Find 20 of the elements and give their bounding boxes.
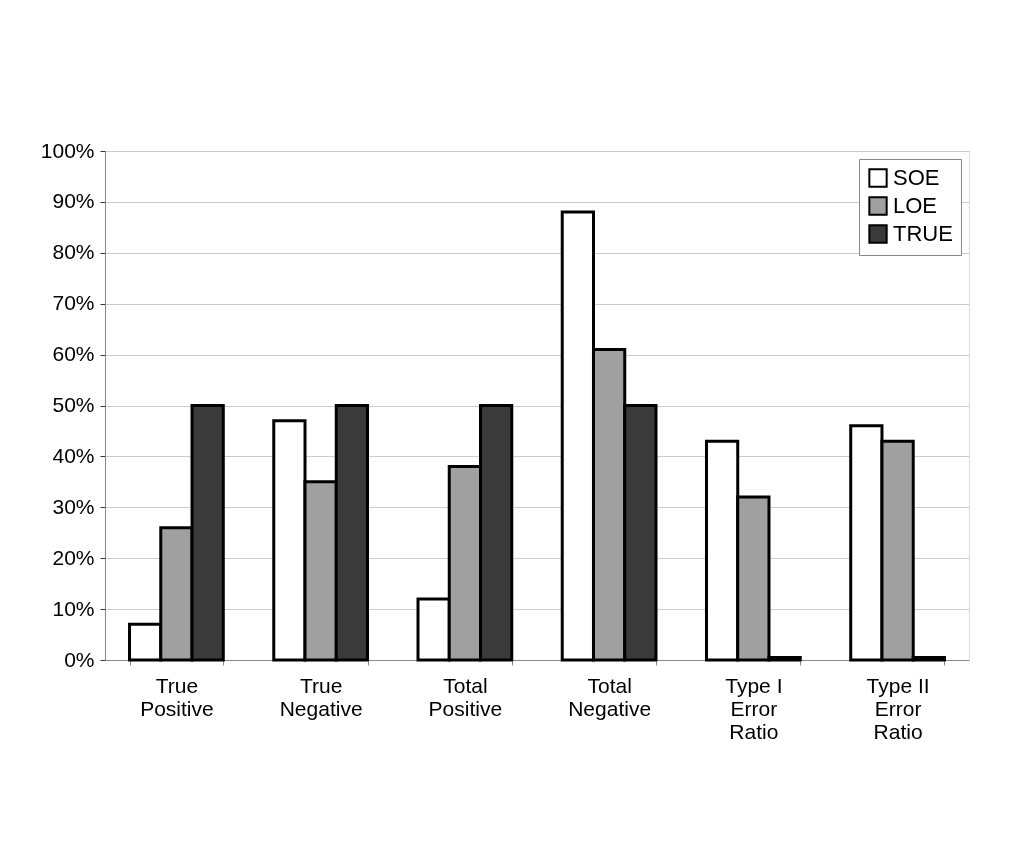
x-tick-label: Type II Error Ratio <box>866 673 930 743</box>
legend-label: SOE <box>893 165 940 190</box>
y-tick-label: 10% <box>52 596 95 620</box>
y-tick-label: 30% <box>52 494 95 518</box>
legend-label: TRUE <box>893 221 953 246</box>
y-tick-label: 70% <box>52 291 95 315</box>
x-tick-label: Type I Error Ratio <box>725 673 783 743</box>
x-tick-label: True Negative <box>279 673 363 720</box>
y-tick-label: 90% <box>52 189 95 213</box>
x-tick-label: True Positive <box>140 673 214 720</box>
x-tick-label: Total Positive <box>428 673 503 720</box>
x-tick-label: Total Negative <box>568 673 652 720</box>
y-tick-label: 100% <box>40 138 95 162</box>
y-tick-label: 60% <box>52 342 95 366</box>
y-tick-label: 20% <box>52 545 95 569</box>
y-tick-label: 50% <box>52 393 95 416</box>
y-tick-label: 40% <box>52 443 95 467</box>
y-tick-label: 80% <box>52 240 95 264</box>
legend-label: LOE <box>893 193 938 218</box>
y-tick-label: 0% <box>64 647 95 671</box>
